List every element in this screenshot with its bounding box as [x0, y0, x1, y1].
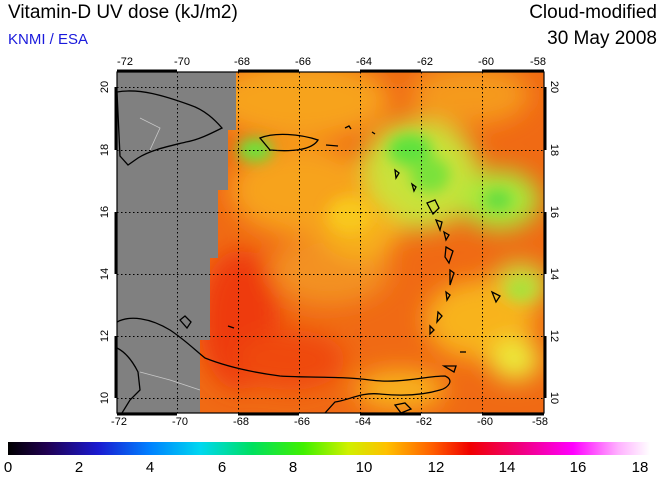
colorbar-label: 14: [498, 459, 516, 476]
lat-tick-left: 10: [99, 391, 111, 405]
lon-tick-bottom: -64: [355, 416, 371, 428]
lon-tick-top: -66: [295, 56, 311, 68]
lon-tick-bottom: -68: [233, 416, 249, 428]
lat-tick-left: 18: [99, 143, 111, 157]
lat-tick-left: 14: [99, 267, 111, 281]
colorbar-label: 6: [217, 459, 227, 476]
graticule: [117, 72, 544, 413]
colorbar-label: 2: [74, 459, 84, 476]
no-data-region: [117, 72, 236, 413]
lon-tick-top: -68: [234, 56, 250, 68]
mode-label: Cloud-modified: [529, 2, 657, 23]
lat-tick-right: 12: [548, 329, 560, 343]
lon-tick-top: -64: [356, 56, 372, 68]
map-border-bars: [114, 69, 547, 416]
source-label: KNMI / ESA: [8, 31, 89, 48]
colorbar-labels: 0 2 4 6 8 10 12 14 16 18: [0, 459, 665, 479]
colorbar-label: 8: [288, 459, 298, 476]
lat-tick-right: 10: [548, 391, 560, 405]
lat-tick-right: 14: [548, 267, 560, 281]
lon-tick-bottom: -62: [416, 416, 432, 428]
lat-tick-left: 12: [99, 329, 111, 343]
lon-tick-bottom: -66: [294, 416, 310, 428]
lon-tick-top: -62: [417, 56, 433, 68]
colorbar-label: 18: [631, 459, 649, 476]
lon-tick-top: -72: [117, 56, 133, 68]
lat-tick-right: 16: [548, 205, 560, 219]
lon-tick-bottom: -72: [111, 416, 127, 428]
lat-tick-right: 20: [548, 80, 560, 94]
lon-tick-top: -70: [174, 56, 190, 68]
colorbar-label: 10: [355, 459, 373, 476]
lon-tick-bottom: -70: [172, 416, 188, 428]
lon-tick-top: -58: [530, 56, 546, 68]
lat-tick-left: 16: [99, 205, 111, 219]
colorbar-label: 12: [427, 459, 445, 476]
lon-tick-bottom: -60: [477, 416, 493, 428]
lon-tick-bottom: -58: [532, 416, 548, 428]
lat-tick-right: 18: [548, 143, 560, 157]
uv-dose-field: [117, 72, 544, 413]
date-label: 30 May 2008: [547, 28, 657, 49]
colorbar-label: 16: [569, 459, 587, 476]
lon-tick-top: -60: [478, 56, 494, 68]
colorbar: [8, 442, 650, 455]
lat-tick-left: 20: [99, 80, 111, 94]
colorbar-label: 4: [145, 459, 155, 476]
colorbar-label: 0: [3, 459, 13, 476]
map-title: Vitamin-D UV dose (kJ/m2): [8, 2, 238, 23]
